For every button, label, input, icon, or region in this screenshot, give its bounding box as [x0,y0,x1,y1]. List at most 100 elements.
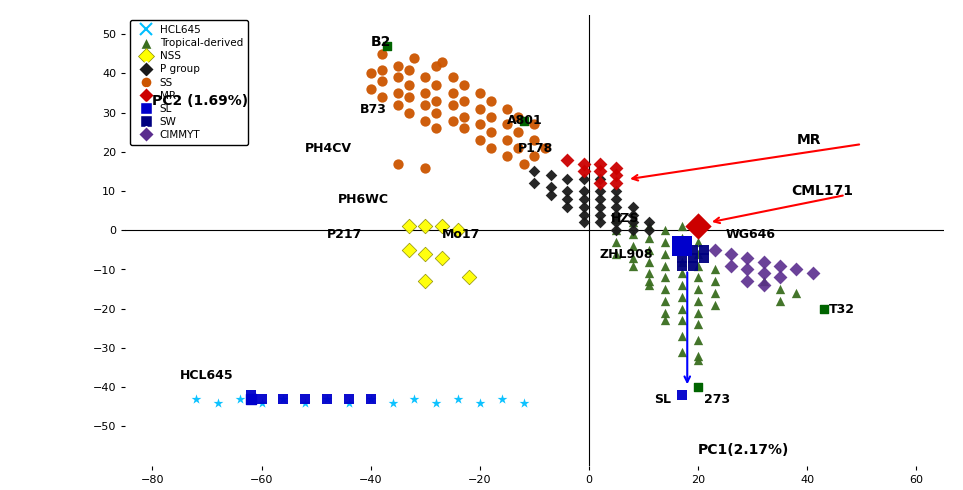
Point [641,222,657,230]
Point [537,144,553,152]
Point [658,309,673,317]
Point [434,222,450,230]
Point [483,128,499,136]
Point [789,266,804,273]
Point [560,187,575,195]
Point [756,277,771,285]
Point [210,399,225,407]
Point [390,62,405,70]
Point [374,77,389,85]
Point [254,399,270,407]
Point [816,305,831,313]
Point [658,317,673,324]
Point [658,273,673,281]
Point [707,301,722,309]
Point [674,293,690,301]
Point [527,121,542,128]
Point [685,254,700,262]
Point [690,356,706,364]
Point [592,168,608,175]
Point [690,273,706,281]
Point [690,285,706,293]
Point [560,175,575,183]
Point [674,332,690,340]
Text: B2: B2 [371,35,391,49]
Point [723,250,739,258]
Point [641,234,657,242]
Point [690,262,706,270]
Point [592,219,608,226]
Point [560,195,575,203]
Point [527,152,542,160]
Point [592,211,608,219]
Point [625,219,640,226]
Point [674,254,690,262]
Point [690,222,706,230]
Point [510,113,526,121]
Point [658,285,673,293]
Point [641,219,657,226]
Point [690,222,706,230]
Point [418,74,433,81]
Point [609,164,624,171]
Point [543,191,559,199]
Point [445,117,460,124]
Point [609,226,624,234]
Point [402,222,417,230]
Point [320,395,335,403]
Point [674,391,690,399]
Point [451,226,466,234]
Point [625,254,640,262]
Point [723,262,739,270]
Point [576,160,591,168]
Point [625,203,640,211]
Point [445,89,460,97]
Point [707,277,722,285]
Point [625,262,640,270]
Point [374,50,389,58]
Point [510,128,526,136]
Point [434,254,450,262]
Point [690,309,706,317]
Point [592,187,608,195]
Point [500,105,515,113]
Point [674,242,690,250]
Point [363,395,378,403]
Point [494,395,509,403]
Point [756,270,771,277]
Point [429,62,444,70]
Point [576,211,591,219]
Point [390,74,405,81]
Point [516,117,532,124]
Point [707,266,722,273]
Point [406,395,422,403]
Point [429,81,444,89]
Point [341,395,356,403]
Point [674,281,690,289]
Point [243,391,258,399]
Point [696,254,712,262]
Point [625,242,640,250]
Point [641,270,657,277]
Point [674,246,690,254]
Point [275,395,291,403]
Point [690,297,706,305]
Point [483,97,499,105]
Point [429,124,444,132]
Point [374,93,389,101]
Text: HCL645: HCL645 [180,369,233,382]
Point [402,66,417,74]
Point [641,277,657,285]
Point [690,320,706,328]
Point [455,81,471,89]
Text: CML171: CML171 [791,184,853,198]
Point [516,160,532,168]
Point [690,250,706,258]
Text: PH6WC: PH6WC [338,193,389,206]
Point [772,273,788,281]
Point [576,175,591,183]
Point [674,348,690,356]
Point [434,58,450,66]
Point [685,262,700,270]
Point [756,258,771,266]
